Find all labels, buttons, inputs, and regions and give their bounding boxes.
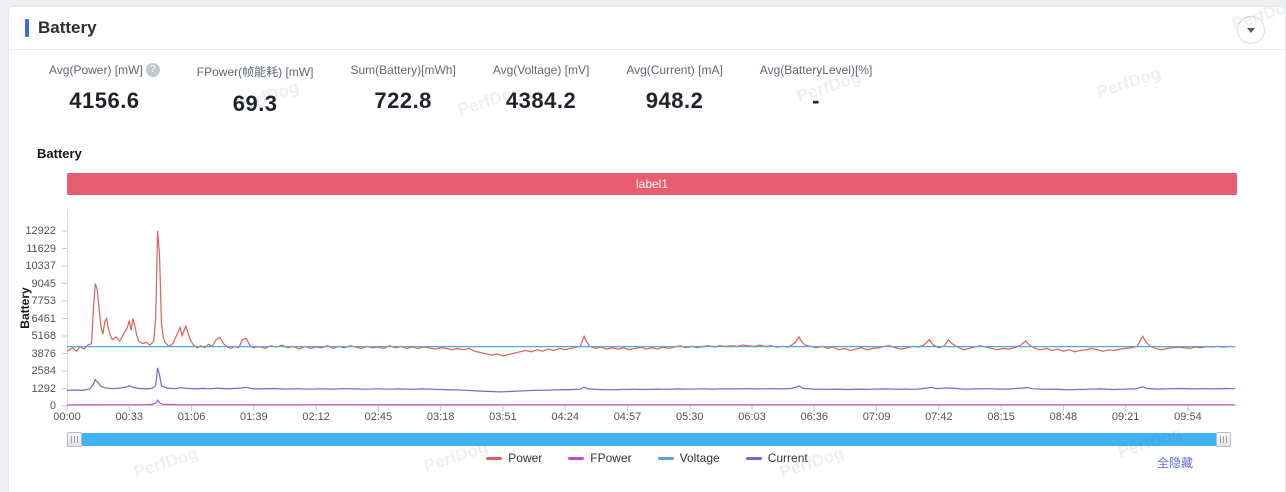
- y-axis-tick-label: 2584: [31, 365, 56, 377]
- scrollbar-right-handle-icon[interactable]: [1216, 432, 1231, 447]
- series-power: [66, 230, 1236, 357]
- chevron-down-icon: [1247, 27, 1255, 33]
- stat-avg-voltage: Avg(Voltage) [mV] 4384.2: [493, 63, 590, 117]
- stat-value: 4156.6: [69, 88, 140, 113]
- stat-fpower: FPower(帧能耗) [mW] 69.3: [197, 63, 314, 117]
- label-banner: label1: [67, 173, 1237, 195]
- y-axis-tick-label: 3876: [31, 347, 56, 360]
- legend-label: FPower: [590, 451, 632, 465]
- stat-value: -: [812, 88, 820, 113]
- help-icon[interactable]: ?: [145, 63, 160, 77]
- collapse-button[interactable]: [1237, 16, 1265, 44]
- battery-card: Battery Avg(Power) [mW] ? 4156.6 FPower(…: [8, 6, 1286, 492]
- scrollbar-left-handle-icon[interactable]: [67, 432, 82, 447]
- x-axis-tick-label: 01:39: [240, 411, 268, 423]
- x-axis-tick-label: 08:15: [987, 411, 1015, 423]
- battery-chart-plot[interactable]: [62, 211, 1237, 411]
- chart-range-scrollbar: [67, 432, 1231, 447]
- stat-value: 69.3: [232, 91, 278, 116]
- x-axis-tick-label: 08:48: [1049, 411, 1078, 423]
- stat-sum-battery: Sum(Battery)[mWh] 722.8: [350, 63, 455, 117]
- legend-item-power[interactable]: Power: [486, 451, 542, 465]
- stat-label: Avg(Power) [mW]: [49, 63, 143, 77]
- x-axis-tick-label: 03:18: [426, 411, 455, 423]
- stat-label: Avg(BatteryLevel)[%]: [759, 63, 873, 77]
- legend-item-voltage[interactable]: Voltage: [657, 451, 720, 465]
- hide-all-link[interactable]: 全隐藏: [1156, 456, 1193, 470]
- page-title: Battery: [38, 18, 97, 37]
- x-axis-tick-label: 02:45: [364, 411, 393, 423]
- y-axis-tick-label: 10337: [25, 260, 56, 273]
- header-divider: [9, 49, 1285, 50]
- legend-swatch-icon: [657, 456, 674, 460]
- y-axis-tick-label: 0: [49, 400, 56, 412]
- y-axis-tick-label: 6461: [31, 312, 56, 325]
- stat-value: 722.8: [374, 88, 432, 113]
- x-axis-tick-label: 09:54: [1174, 411, 1202, 423]
- x-axis-tick-label: 00:33: [115, 411, 144, 423]
- x-axis-tick-label: 09:21: [1111, 411, 1140, 423]
- chart-legend: Power FPower Voltage Current: [9, 451, 1285, 465]
- y-axis-tick-label: 1292: [31, 382, 56, 395]
- series-current: [66, 367, 1236, 393]
- x-axis-tick-label: 01:06: [177, 411, 206, 423]
- legend-label: Voltage: [679, 451, 720, 465]
- series-fpower: [66, 399, 1236, 406]
- y-axis-labels: 0 1292 2584 3876 5168 6461 7753 9045 10337 11629 1…: [9, 211, 59, 412]
- x-axis-labels: 00:00 00:33 01:06 01:39 02:12 02:45 03:18 03:51…: [53, 411, 1237, 425]
- x-axis-tick-label: 02:12: [302, 411, 330, 423]
- legend-item-fpower[interactable]: FPower: [568, 451, 632, 465]
- stat-label: Avg(Voltage) [mV]: [492, 63, 590, 77]
- chart-section-title: Battery: [37, 146, 82, 161]
- x-axis-tick-label: 04:57: [613, 411, 642, 423]
- x-axis-tick-label: 04:24: [551, 411, 579, 423]
- legend-swatch-icon: [745, 456, 762, 460]
- legend-label: Power: [508, 451, 543, 465]
- legend-swatch-icon: [486, 456, 503, 460]
- stat-avg-battery-level: Avg(BatteryLevel)[%] -: [760, 63, 873, 117]
- stat-label: Avg(Current) [mA]: [626, 63, 723, 77]
- stat-value: 4384.2: [505, 88, 577, 113]
- x-axis-tick-label: 06:36: [800, 411, 829, 423]
- x-axis-tick-label: 07:09: [862, 411, 891, 423]
- y-axis-tick-label: 5168: [31, 330, 56, 343]
- x-axis-tick-label: 03:51: [489, 411, 517, 423]
- title-accent-bar: [25, 19, 29, 37]
- stats-row: Avg(Power) [mW] ? 4156.6 FPower(帧能耗) [mW…: [9, 50, 1285, 117]
- stat-value: 948.2: [645, 88, 704, 113]
- stat-avg-power: Avg(Power) [mW] ? 4156.6: [49, 63, 160, 117]
- legend-swatch-icon: [568, 456, 585, 460]
- x-axis-tick-label: 00:00: [53, 411, 81, 423]
- stat-avg-current: Avg(Current) [mA] 948.2: [626, 63, 722, 117]
- y-axis-tick-label: 12922: [25, 225, 56, 237]
- y-axis-tick-label: 11629: [26, 242, 56, 255]
- x-axis-tick-label: 06:03: [738, 411, 766, 423]
- legend-label: Current: [767, 451, 808, 465]
- scrollbar-track[interactable]: [82, 433, 1216, 446]
- stat-label: Sum(Battery)[mWh]: [350, 63, 456, 77]
- x-axis-tick-label: 05:30: [675, 411, 704, 423]
- y-axis-title: Battery: [18, 287, 32, 329]
- x-axis-tick-label: 07:42: [925, 411, 953, 423]
- card-header: Battery: [9, 7, 1285, 49]
- y-axis-tick-label: 7753: [31, 295, 56, 307]
- stat-label: FPower(帧能耗) [mW]: [196, 65, 314, 79]
- legend-item-current[interactable]: Current: [745, 451, 808, 465]
- y-axis-tick-label: 9045: [31, 277, 56, 290]
